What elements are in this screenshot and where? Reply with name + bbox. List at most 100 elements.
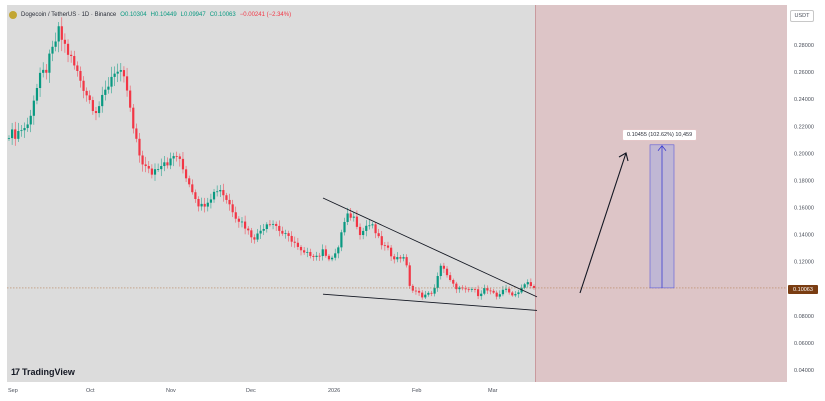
candle-body [222, 190, 225, 196]
ohlc-change: −0.00241 (−2.34%) [239, 12, 292, 18]
tradingview-logo[interactable]: 17 TradingView [11, 367, 75, 377]
candle-body [445, 268, 449, 276]
symbol-title[interactable]: Dogecoin / TetherUS · 1D · Binance [21, 12, 117, 18]
candle-body [306, 251, 309, 253]
x-tick-label: Oct [86, 388, 95, 394]
candles-group [7, 17, 536, 300]
candle-body [48, 53, 51, 73]
candle-body [231, 204, 234, 213]
candle-body [197, 198, 200, 207]
x-tick-label: 2026 [328, 388, 340, 394]
candle-body [343, 221, 346, 233]
y-tick-label: 0.26000 [794, 70, 814, 76]
candle-body [212, 191, 216, 200]
candle-body [20, 130, 23, 132]
candle-body [393, 256, 396, 260]
candle-body [511, 292, 514, 296]
candle-body [436, 276, 439, 288]
candle-body [390, 247, 393, 257]
ohlc-open: O0.10304 [120, 12, 147, 18]
candle-body [141, 155, 144, 165]
candle-body [172, 156, 175, 159]
candle-body [66, 43, 70, 55]
candle-body [275, 223, 278, 226]
candle-body [358, 226, 362, 236]
candle-body [501, 289, 505, 295]
candle-body [209, 199, 213, 203]
x-tick-label: Sep [8, 388, 18, 394]
candle-body [442, 265, 446, 269]
candle-body [191, 184, 194, 193]
candle-body [122, 70, 126, 77]
candle-body [150, 168, 153, 175]
candle-body [29, 115, 32, 125]
candle-body [125, 76, 129, 91]
candle-body [88, 95, 91, 101]
candle-body [91, 100, 94, 112]
y-tick-label: 0.18000 [794, 178, 814, 184]
candle-body [386, 245, 390, 248]
candle-body [427, 292, 430, 295]
candle-body [153, 169, 157, 175]
candle-body [76, 65, 79, 71]
y-tick-label: 0.20000 [794, 151, 814, 157]
y-tick-label: 0.16000 [794, 206, 814, 212]
candle-body [271, 223, 275, 225]
candle-body [82, 80, 85, 91]
candle-body [452, 279, 455, 284]
tradingview-icon: 17 [11, 367, 20, 377]
candle-body [250, 230, 253, 238]
candle-body [523, 284, 526, 288]
candle-body [281, 230, 284, 234]
candle-body [94, 111, 98, 114]
ohlc-close: C0.10063 [209, 12, 236, 18]
candle-body [532, 286, 536, 288]
candle-body [318, 255, 321, 257]
candle-body [23, 128, 26, 131]
candle-body [26, 124, 29, 129]
candle-body [256, 233, 259, 240]
wedge-upper-trendline [322, 197, 538, 298]
candle-body [63, 39, 67, 44]
y-tick-label: 0.04000 [794, 368, 814, 374]
candle-body [60, 26, 63, 40]
candle-body [321, 249, 324, 257]
candle-body [371, 224, 374, 226]
candle-body [380, 236, 383, 246]
candle-body [219, 190, 222, 192]
candle-body [365, 225, 368, 231]
candle-body [529, 282, 532, 287]
candle-body [473, 288, 477, 290]
y-tick-label: 0.14000 [794, 233, 814, 239]
candle-body [101, 94, 104, 107]
candle-body [449, 275, 452, 280]
dogecoin-icon [9, 11, 17, 19]
y-tick-label: 0.24000 [794, 97, 814, 103]
wedge-lower-trendline [322, 293, 538, 311]
candle-body [240, 221, 244, 223]
price-range-label: 0.10455 (102.62%) 10,459 [622, 129, 698, 141]
candle-body [278, 225, 281, 231]
candle-body [178, 156, 181, 159]
price-axis-panel[interactable] [787, 5, 825, 382]
candle-body [38, 72, 42, 89]
candle-body [206, 202, 209, 207]
last-price-tag: 0.10063 [788, 285, 818, 294]
candle-body [349, 213, 352, 218]
candle-body [374, 224, 377, 234]
candle-body [402, 257, 405, 259]
currency-button[interactable]: USDT [790, 10, 814, 22]
candle-body [405, 257, 408, 266]
candle-body [334, 253, 337, 258]
candle-body [237, 218, 240, 222]
candle-body [377, 233, 380, 237]
candle-body [160, 166, 163, 170]
candle-body [132, 107, 135, 129]
candle-body [51, 46, 54, 54]
candle-body [517, 292, 520, 295]
candle-body [17, 131, 20, 139]
candle-body [439, 265, 442, 277]
x-tick-label: Nov [166, 388, 176, 394]
